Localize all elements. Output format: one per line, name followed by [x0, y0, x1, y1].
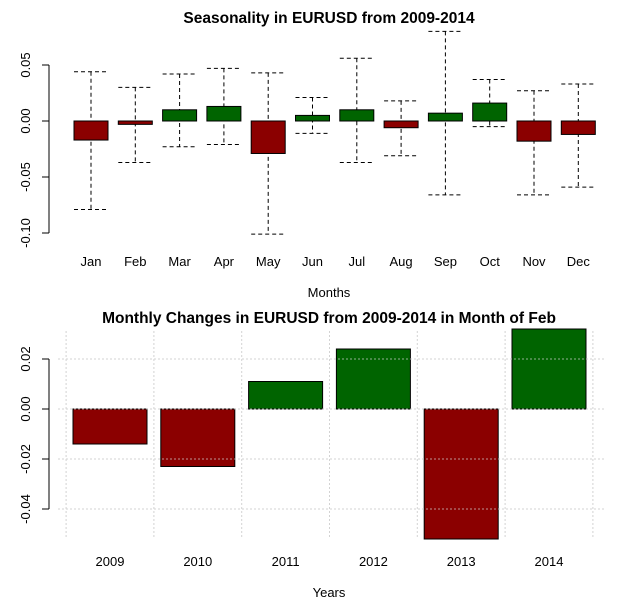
y-tick-label: 0.00 — [18, 108, 33, 133]
x-tick-label-2014: 2014 — [535, 554, 564, 569]
seasonality-chart: Seasonality in EURUSD from 2009-2014 0.0… — [18, 10, 596, 300]
feb-changes-chart-title: Monthly Changes in EURUSD from 2009-2014… — [102, 310, 556, 327]
x-tick-label-dec: Dec — [567, 254, 591, 269]
seasonality-chart-title: Seasonality in EURUSD from 2009-2014 — [183, 10, 475, 27]
y-tick-label: -0.04 — [18, 494, 33, 524]
bar-apr — [206, 105, 242, 122]
bar-2012 — [335, 348, 411, 410]
bar-2009 — [72, 408, 148, 445]
bar-jun — [295, 114, 330, 122]
y-tick-label: -0.10 — [18, 218, 33, 248]
x-tick-label-2011: 2011 — [272, 554, 300, 569]
bar-aug — [383, 120, 419, 129]
bar-jul — [339, 109, 375, 122]
seasonality-x-axis-label: Months — [308, 285, 351, 300]
bar-feb — [117, 120, 153, 125]
bar-jan — [73, 120, 109, 141]
bar-dec — [560, 120, 596, 135]
x-tick-label-mar: Mar — [168, 254, 191, 269]
x-tick-label-sep: Sep — [434, 254, 457, 269]
bar-2013 — [423, 408, 499, 540]
bar-sep — [427, 112, 463, 122]
x-tick-label-feb: Feb — [124, 254, 146, 269]
bar-2014 — [511, 328, 587, 410]
x-tick-label-2013: 2013 — [447, 554, 476, 569]
x-tick-label-jul: Jul — [348, 254, 365, 269]
bar-2011 — [248, 381, 324, 410]
feb-changes-x-axis-label: Years — [313, 585, 346, 600]
bar-mar — [162, 109, 198, 122]
x-tick-label-jan: Jan — [81, 254, 102, 269]
x-tick-label-2012: 2012 — [359, 554, 388, 569]
feb-changes-y-axis: 0.02 0.00 -0.02 -0.04 — [18, 346, 50, 524]
feb-changes-chart: Monthly Changes in EURUSD from 2009-2014… — [18, 310, 606, 600]
x-tick-label-2010: 2010 — [183, 554, 212, 569]
feb-changes-bars — [58, 328, 606, 540]
bar-may — [250, 120, 286, 154]
x-tick-label-nov: Nov — [522, 254, 546, 269]
y-tick-label: -0.02 — [18, 444, 33, 474]
y-tick-label: 0.02 — [18, 346, 33, 371]
x-tick-label-apr: Apr — [214, 254, 235, 269]
seasonality-bars — [73, 30, 596, 235]
x-tick-label-oct: Oct — [480, 254, 501, 269]
x-tick-label-jun: Jun — [302, 254, 323, 269]
bar-2010 — [160, 408, 236, 467]
bar-nov — [516, 120, 552, 142]
seasonality-x-tick-labels: Jan Feb Mar Apr May Jun Jul Aug Sep Oct Nov Dec — [81, 254, 591, 269]
x-tick-label-aug: Aug — [390, 254, 413, 269]
y-tick-label: 0.00 — [18, 396, 33, 421]
feb-changes-x-tick-labels: 2009 2010 2011 2012 2013 2014 — [96, 554, 564, 569]
seasonality-y-axis: 0.05 0.00 -0.05 -0.10 — [18, 52, 50, 248]
x-tick-label-2009: 2009 — [96, 554, 125, 569]
bar-oct — [472, 102, 508, 122]
y-tick-label: -0.05 — [18, 162, 33, 192]
y-tick-label: 0.05 — [18, 52, 33, 77]
x-tick-label-may: May — [256, 254, 281, 269]
